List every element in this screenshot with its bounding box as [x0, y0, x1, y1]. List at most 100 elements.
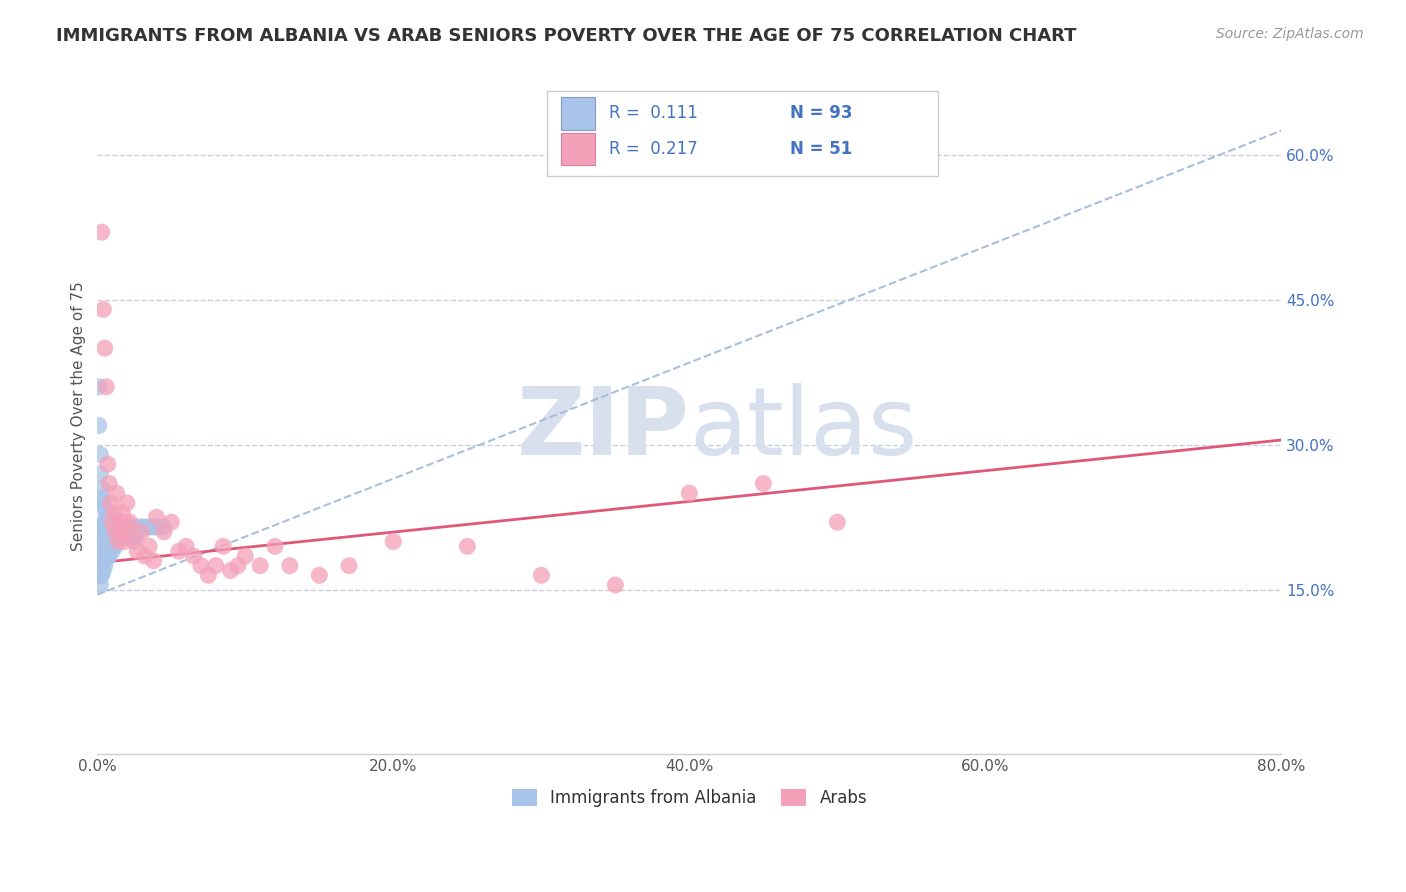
- Arabs: [337, 558, 360, 573]
- Immigrants from Albania: [90, 481, 112, 495]
- Immigrants from Albania: [87, 539, 110, 553]
- Immigrants from Albania: [97, 539, 120, 553]
- Immigrants from Albania: [103, 534, 125, 549]
- Immigrants from Albania: [96, 544, 118, 558]
- Immigrants from Albania: [94, 500, 117, 515]
- Arabs: [134, 549, 156, 563]
- Arabs: [197, 568, 219, 582]
- Arabs: [111, 506, 134, 520]
- Arabs: [212, 539, 235, 553]
- Arabs: [101, 515, 124, 529]
- Arabs: [107, 534, 129, 549]
- Immigrants from Albania: [134, 520, 156, 534]
- Immigrants from Albania: [89, 578, 111, 592]
- Immigrants from Albania: [138, 520, 160, 534]
- Immigrants from Albania: [101, 534, 124, 549]
- Immigrants from Albania: [101, 515, 124, 529]
- Arabs: [124, 534, 146, 549]
- Immigrants from Albania: [100, 530, 122, 544]
- Arabs: [100, 496, 122, 510]
- Bar: [561, 97, 595, 129]
- Immigrants from Albania: [94, 549, 117, 563]
- Immigrants from Albania: [94, 558, 117, 573]
- Arabs: [110, 524, 132, 539]
- Arabs: [678, 486, 700, 500]
- Arabs: [104, 524, 127, 539]
- Immigrants from Albania: [104, 539, 127, 553]
- Arabs: [117, 524, 139, 539]
- Immigrants from Albania: [94, 520, 117, 534]
- Immigrants from Albania: [107, 520, 129, 534]
- Immigrants from Albania: [90, 568, 112, 582]
- Immigrants from Albania: [110, 530, 132, 544]
- Immigrants from Albania: [105, 520, 128, 534]
- Arabs: [145, 510, 167, 524]
- Text: ZIP: ZIP: [516, 384, 689, 475]
- Immigrants from Albania: [97, 510, 120, 524]
- Immigrants from Albania: [96, 506, 118, 520]
- Immigrants from Albania: [96, 534, 118, 549]
- Arabs: [183, 549, 205, 563]
- Immigrants from Albania: [97, 530, 120, 544]
- Arabs: [131, 524, 153, 539]
- Immigrants from Albania: [112, 530, 135, 544]
- Immigrants from Albania: [90, 520, 112, 534]
- Immigrants from Albania: [90, 558, 112, 573]
- Legend: Immigrants from Albania, Arabs: Immigrants from Albania, Arabs: [505, 782, 875, 814]
- Immigrants from Albania: [87, 530, 110, 544]
- Immigrants from Albania: [89, 448, 111, 462]
- Arabs: [127, 544, 149, 558]
- Arabs: [264, 539, 287, 553]
- Bar: [561, 133, 595, 165]
- Immigrants from Albania: [90, 549, 112, 563]
- Immigrants from Albania: [89, 568, 111, 582]
- Arabs: [174, 539, 197, 553]
- Arabs: [105, 486, 128, 500]
- Arabs: [167, 544, 190, 558]
- Immigrants from Albania: [128, 520, 150, 534]
- Immigrants from Albania: [145, 520, 167, 534]
- Immigrants from Albania: [89, 467, 111, 481]
- Immigrants from Albania: [91, 496, 114, 510]
- Y-axis label: Seniors Poverty Over the Age of 75: Seniors Poverty Over the Age of 75: [72, 281, 86, 550]
- Immigrants from Albania: [89, 549, 111, 563]
- Immigrants from Albania: [91, 534, 114, 549]
- Arabs: [456, 539, 478, 553]
- Immigrants from Albania: [107, 530, 129, 544]
- Immigrants from Albania: [98, 530, 121, 544]
- Immigrants from Albania: [91, 524, 114, 539]
- Arabs: [308, 568, 330, 582]
- Immigrants from Albania: [87, 568, 110, 582]
- Immigrants from Albania: [87, 549, 110, 563]
- Immigrants from Albania: [105, 530, 128, 544]
- Arabs: [98, 476, 121, 491]
- Arabs: [153, 524, 176, 539]
- Immigrants from Albania: [90, 539, 112, 553]
- Arabs: [94, 341, 117, 355]
- Text: IMMIGRANTS FROM ALBANIA VS ARAB SENIORS POVERTY OVER THE AGE OF 75 CORRELATION C: IMMIGRANTS FROM ALBANIA VS ARAB SENIORS …: [56, 27, 1077, 45]
- Arabs: [112, 534, 135, 549]
- Immigrants from Albania: [91, 554, 114, 568]
- Immigrants from Albania: [96, 524, 118, 539]
- Immigrants from Albania: [91, 544, 114, 558]
- Arabs: [226, 558, 249, 573]
- Arabs: [249, 558, 271, 573]
- FancyBboxPatch shape: [547, 91, 938, 176]
- Immigrants from Albania: [115, 520, 138, 534]
- Immigrants from Albania: [90, 530, 112, 544]
- Arabs: [278, 558, 301, 573]
- Immigrants from Albania: [114, 520, 136, 534]
- Immigrants from Albania: [89, 539, 111, 553]
- Arabs: [827, 515, 849, 529]
- Arabs: [382, 534, 405, 549]
- Immigrants from Albania: [125, 530, 148, 544]
- Immigrants from Albania: [111, 520, 134, 534]
- Immigrants from Albania: [89, 534, 111, 549]
- Immigrants from Albania: [104, 530, 127, 544]
- Immigrants from Albania: [97, 520, 120, 534]
- Immigrants from Albania: [98, 539, 121, 553]
- Immigrants from Albania: [91, 564, 114, 578]
- Arabs: [103, 506, 125, 520]
- Text: N = 93: N = 93: [790, 104, 852, 122]
- Immigrants from Albania: [103, 524, 125, 539]
